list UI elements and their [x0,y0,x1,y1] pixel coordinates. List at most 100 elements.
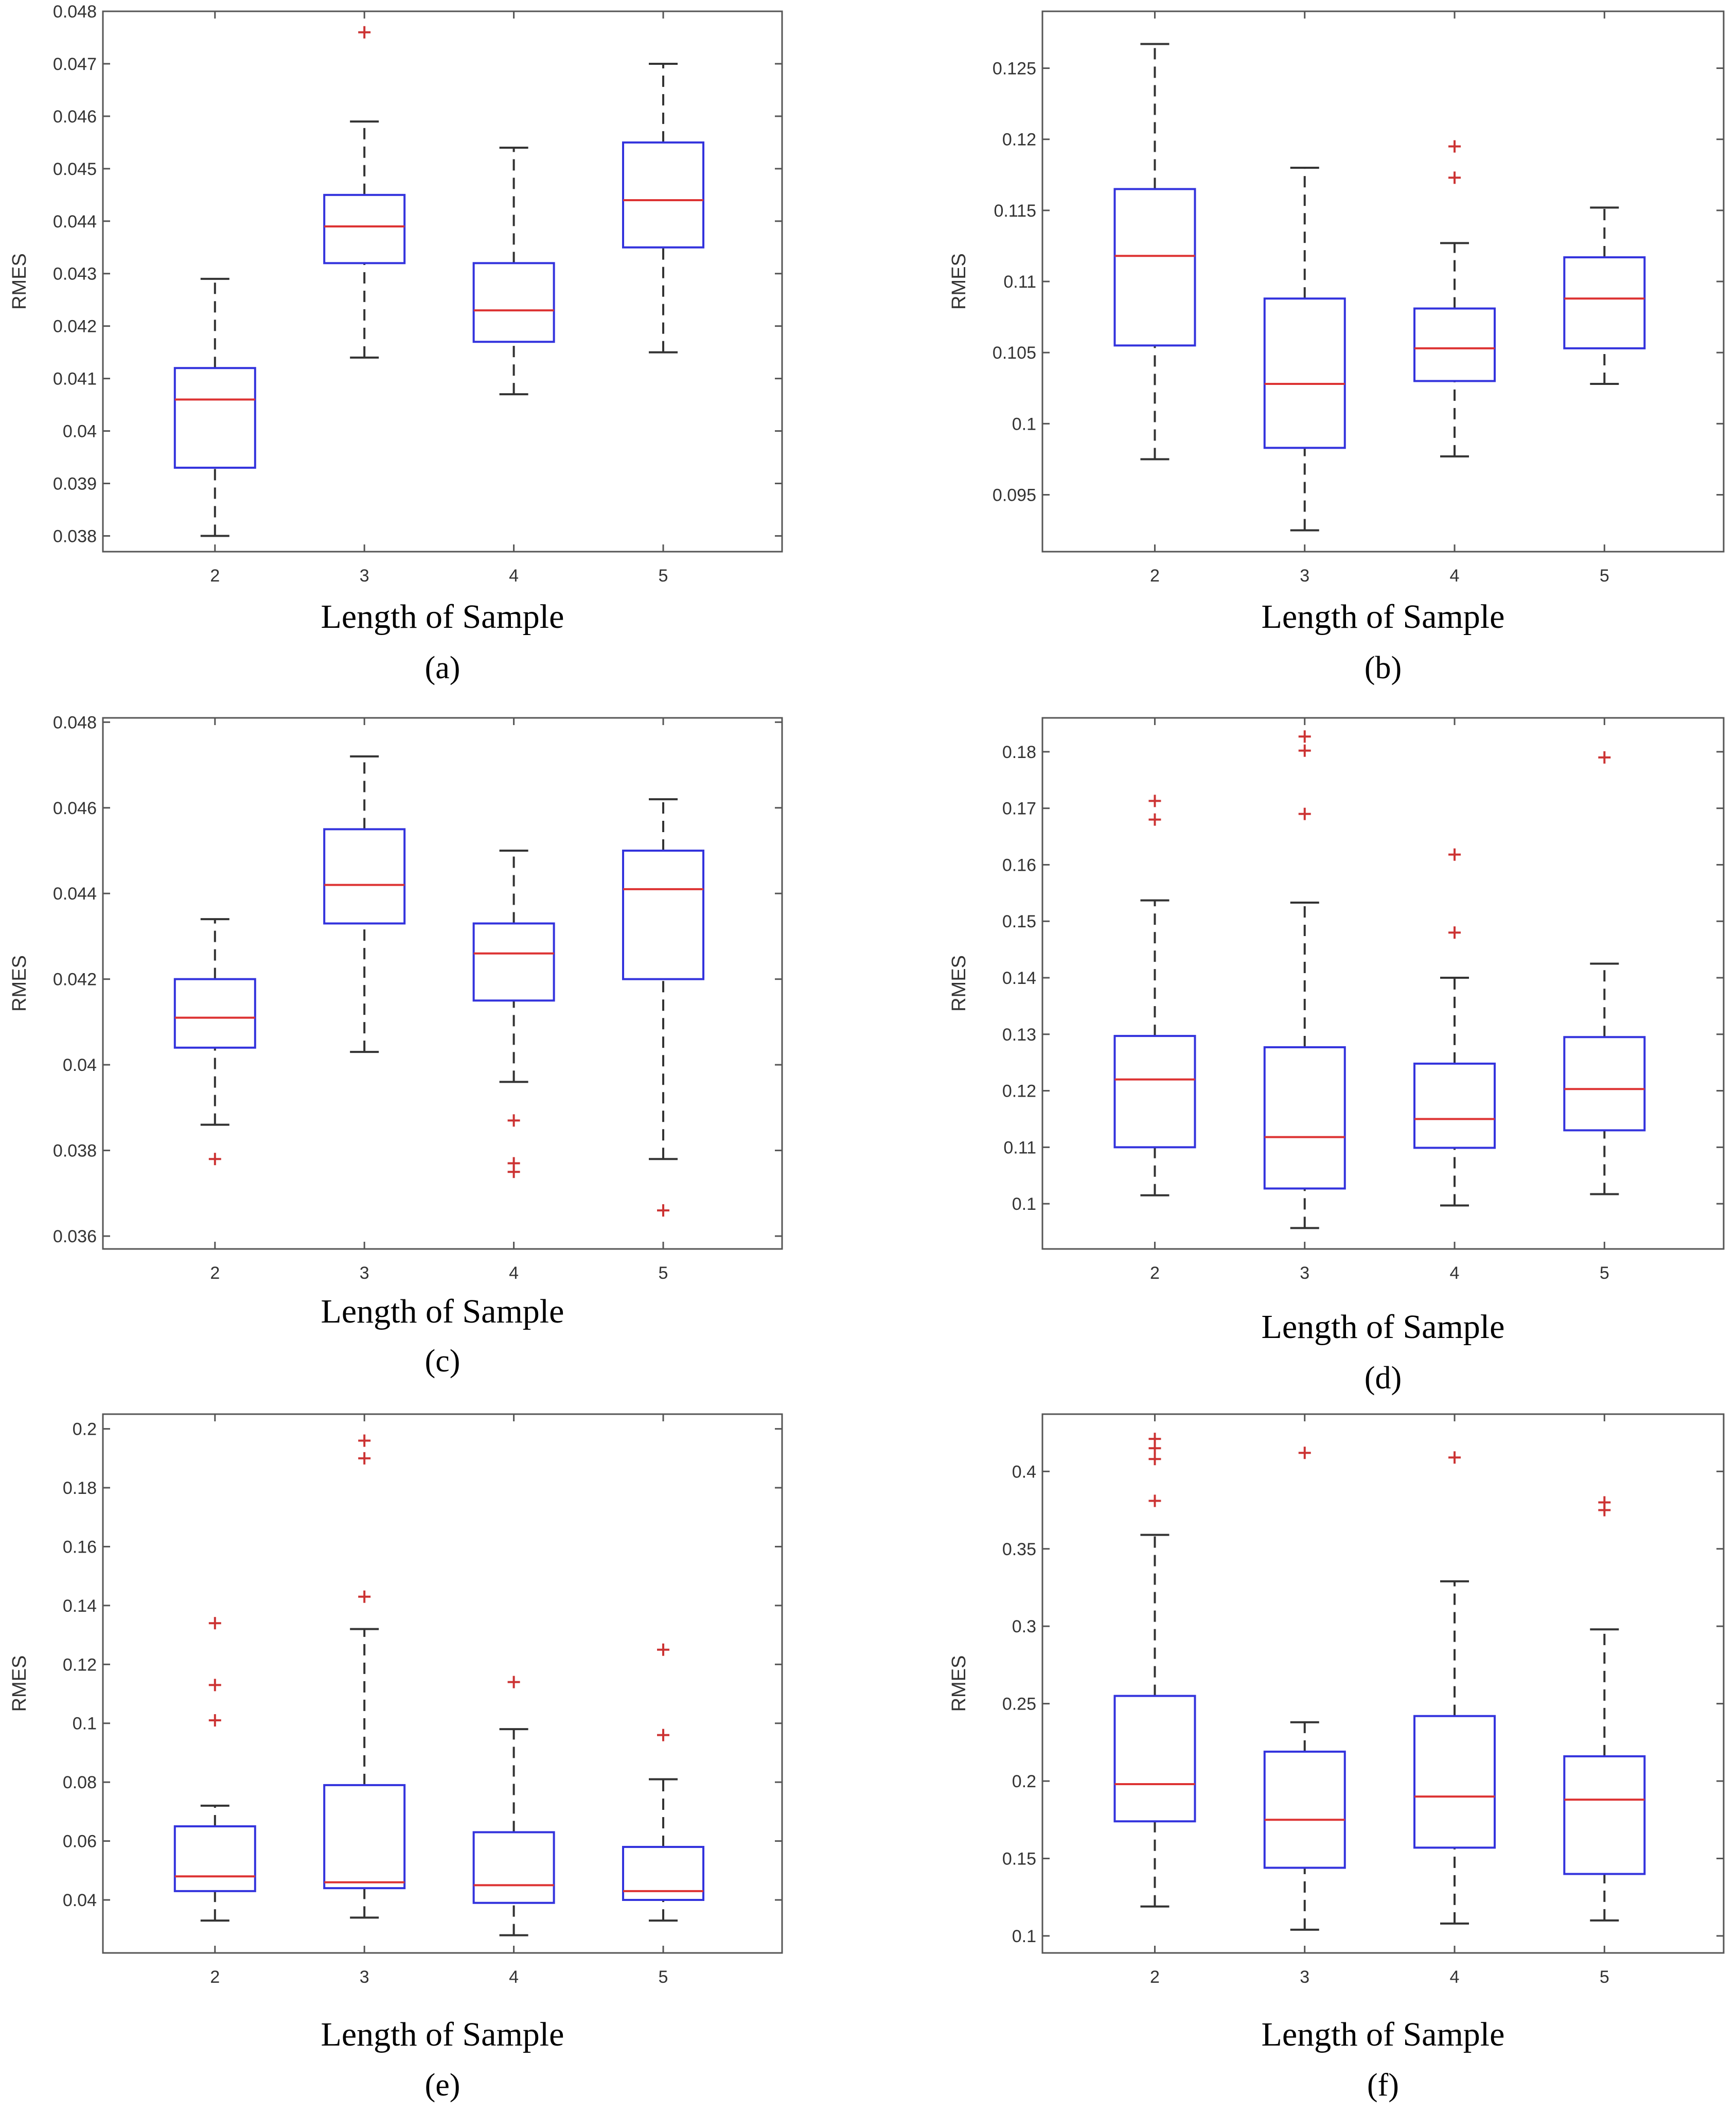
y-tick-label: 0.14 [63,1596,97,1616]
y-tick-label: 0.16 [1002,855,1036,875]
x-axis-label: Length of Sample [321,598,564,636]
x-axis-label: Length of Sample [321,2016,564,2053]
axes-frame [102,1413,783,1954]
y-axis-label: RMES [9,955,30,1012]
outlier-marker [1298,1447,1311,1459]
outlier-marker [1298,807,1311,820]
y-tick-label: 0.105 [993,343,1036,363]
iqr-box [622,850,704,980]
axes-frame [1041,717,1725,1250]
x-tick-label: 5 [1600,1967,1609,1987]
y-tick-label: 0.35 [1002,1540,1036,1559]
box-group-5: 5 [1563,718,1646,1283]
box-group-3: 3 [323,1414,406,1987]
outlier-marker [1148,1494,1161,1507]
outlier-marker [507,1676,520,1688]
chart-c: 0.036 0.038 0.04 0.042 0.044 0.046 0.048 RMES 2 3… [9,713,783,1379]
outlier-marker [1598,751,1611,764]
box-group-2: 2 [1113,11,1196,586]
y-axis-label: RMES [9,1655,30,1712]
y-tick-label: 0.047 [53,55,97,74]
iqr-box [1113,1035,1196,1149]
iqr-box [1563,1036,1646,1132]
box-group-3: 3 [1263,11,1346,586]
outlier-marker [208,1153,221,1166]
box-group-3: 3 [323,718,406,1283]
iqr-box [1113,188,1196,347]
outlier-marker [1448,926,1461,939]
outlier-marker [657,1643,669,1656]
y-tick-label: 0.044 [53,884,97,904]
x-tick-label: 5 [659,1967,668,1987]
box-group-2: 2 [1113,718,1196,1283]
outlier-marker [208,1617,221,1630]
y-tick-label: 0.17 [1002,799,1036,819]
outlier-marker [1298,744,1311,757]
panel-caption: (d) [1365,1361,1402,1396]
y-tick-label: 0.3 [1012,1617,1036,1636]
box-group-5: 5 [1563,11,1646,586]
axes-frame [102,717,783,1250]
x-tick-label: 3 [360,1263,369,1283]
y-tick-label: 0.2 [1012,1772,1036,1791]
y-tick-label: 0.04 [63,1055,97,1075]
box-group-4: 4 [472,718,555,1283]
panel-caption: (f) [1367,2068,1399,2103]
box-group-4: 4 [1413,718,1496,1283]
box-group-2: 2 [173,11,256,586]
x-axis-label: Length of Sample [1262,598,1505,636]
y-tick-label: 0.14 [1002,968,1036,988]
x-tick-label: 2 [1150,566,1160,586]
y-tick-label: 0.2 [73,1420,97,1439]
y-tick-label: 0.038 [53,1141,97,1161]
iqr-box [1413,1715,1496,1849]
outlier-marker [507,1157,520,1170]
box-group-3: 3 [1263,718,1346,1283]
y-tick-label: 0.04 [63,422,97,442]
x-axis-label: Length of Sample [321,1293,564,1330]
box-group-4: 4 [1413,1414,1496,1987]
x-tick-label: 4 [509,1263,519,1283]
outlier-marker [1448,1451,1461,1464]
box-group-4: 4 [472,11,555,586]
outlier-marker [657,1204,669,1217]
outlier-marker [1448,140,1461,153]
iqr-box [1563,1755,1646,1875]
axes-frame [1041,10,1725,553]
y-axis-label: RMES [948,253,970,310]
outlier-marker [1148,813,1161,826]
x-tick-label: 4 [1450,1263,1460,1283]
y-tick-label: 0.11 [1003,1138,1036,1157]
x-tick-label: 2 [210,566,220,586]
iqr-box [173,978,256,1049]
y-tick-label: 0.039 [53,474,97,494]
outlier-marker [358,1434,371,1447]
chart-e: 0.04 0.06 0.08 0.1 0.12 0.14 0.16 0.18 0.2 RMES 2 3… [9,1413,783,2103]
outlier-marker [507,1114,520,1127]
chart-a: 0.038 0.039 0.04 0.041 0.042 0.043 0.044 0.045 0… [9,2,783,685]
y-tick-label: 0.15 [1002,912,1036,931]
outlier-marker [358,1452,371,1465]
box-group-5: 5 [622,1414,704,1987]
y-tick-label: 0.046 [53,799,97,818]
x-tick-label: 4 [1450,1967,1460,1987]
outlier-marker [657,1729,669,1741]
panel-caption: (b) [1365,650,1402,685]
x-tick-label: 3 [1300,566,1309,586]
iqr-box [323,1784,406,1890]
outlier-marker [358,1590,371,1603]
y-tick-label: 0.048 [53,713,97,732]
x-tick-label: 3 [1300,1263,1309,1283]
x-tick-label: 5 [1600,1263,1609,1283]
y-tick-label: 0.16 [63,1537,97,1557]
y-tick-label: 0.125 [993,59,1036,79]
x-tick-label: 2 [210,1263,220,1283]
iqr-box [173,1825,256,1892]
iqr-box [1263,1046,1346,1190]
y-axis-label: RMES [948,955,970,1012]
y-tick-label: 0.25 [1002,1695,1036,1714]
y-tick-label: 0.095 [993,485,1036,505]
y-tick-label: 0.044 [53,212,97,232]
iqr-box [1263,1750,1346,1869]
outlier-marker [358,26,371,39]
